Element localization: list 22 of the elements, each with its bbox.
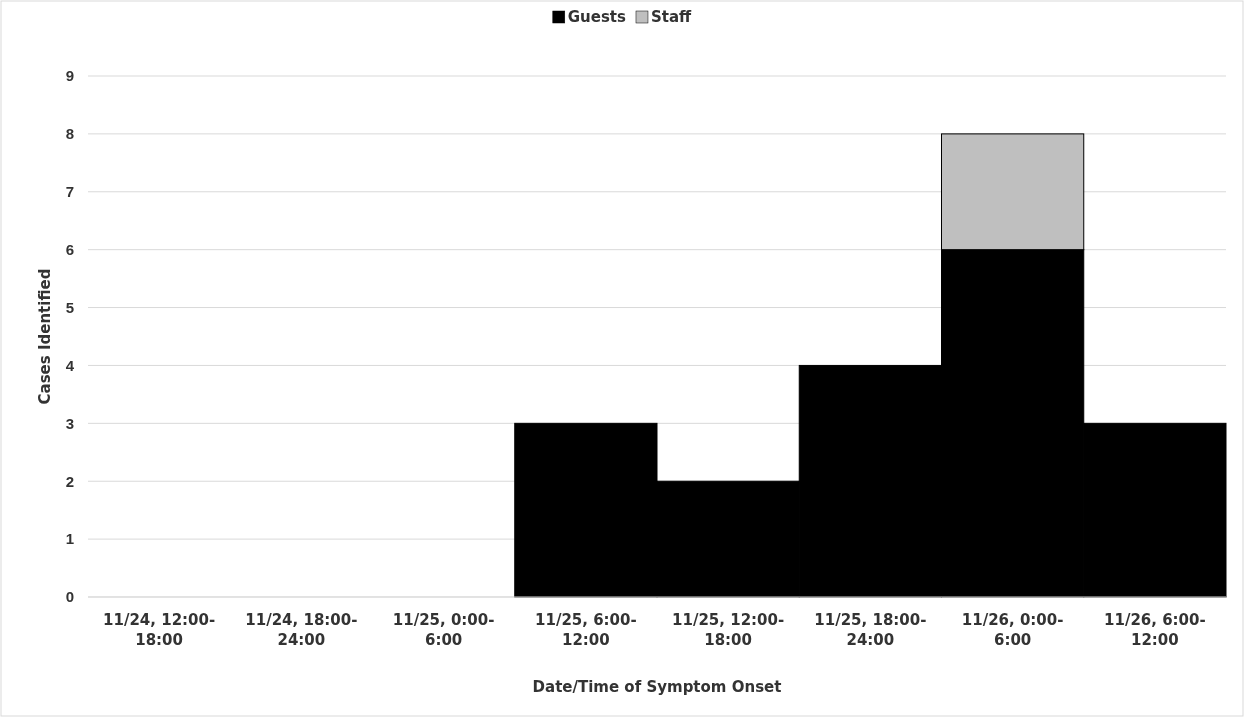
x-tick-label: 11/25, 18:00-24:00 <box>814 611 927 649</box>
y-tick-label: 3 <box>65 414 74 432</box>
y-tick-label: 2 <box>65 472 74 490</box>
x-tick-label: 11/24, 12:00-18:00 <box>103 611 216 649</box>
x-tick-label: 11/26, 6:00-12:00 <box>1104 611 1206 649</box>
y-tick-label: 8 <box>65 125 74 143</box>
x-tick-label: 11/25, 12:00-18:00 <box>672 611 785 649</box>
x-tick-label: 11/25, 0:00-6:00 <box>392 611 495 649</box>
x-tick-label: 11/24, 18:00-24:00 <box>245 611 358 649</box>
y-tick-label: 6 <box>65 240 74 258</box>
y-tick-label: 0 <box>65 588 74 606</box>
y-tick-label: 4 <box>65 356 75 374</box>
x-tick-label: 11/26, 0:00-6:00 <box>961 611 1064 649</box>
y-tick-label: 9 <box>65 67 74 85</box>
legend-label: Guests <box>567 8 627 26</box>
y-tick-label: 5 <box>65 298 74 316</box>
y-axis-title: Cases Identified <box>36 268 54 405</box>
y-tick-label: 7 <box>65 183 74 201</box>
y-tick-label: 1 <box>65 530 74 548</box>
x-tick-label: 11/25, 6:00-12:00 <box>535 611 637 649</box>
x-axis-title: Date/Time of Symptom Onset <box>532 678 782 696</box>
legend-label: Staff <box>650 8 693 26</box>
